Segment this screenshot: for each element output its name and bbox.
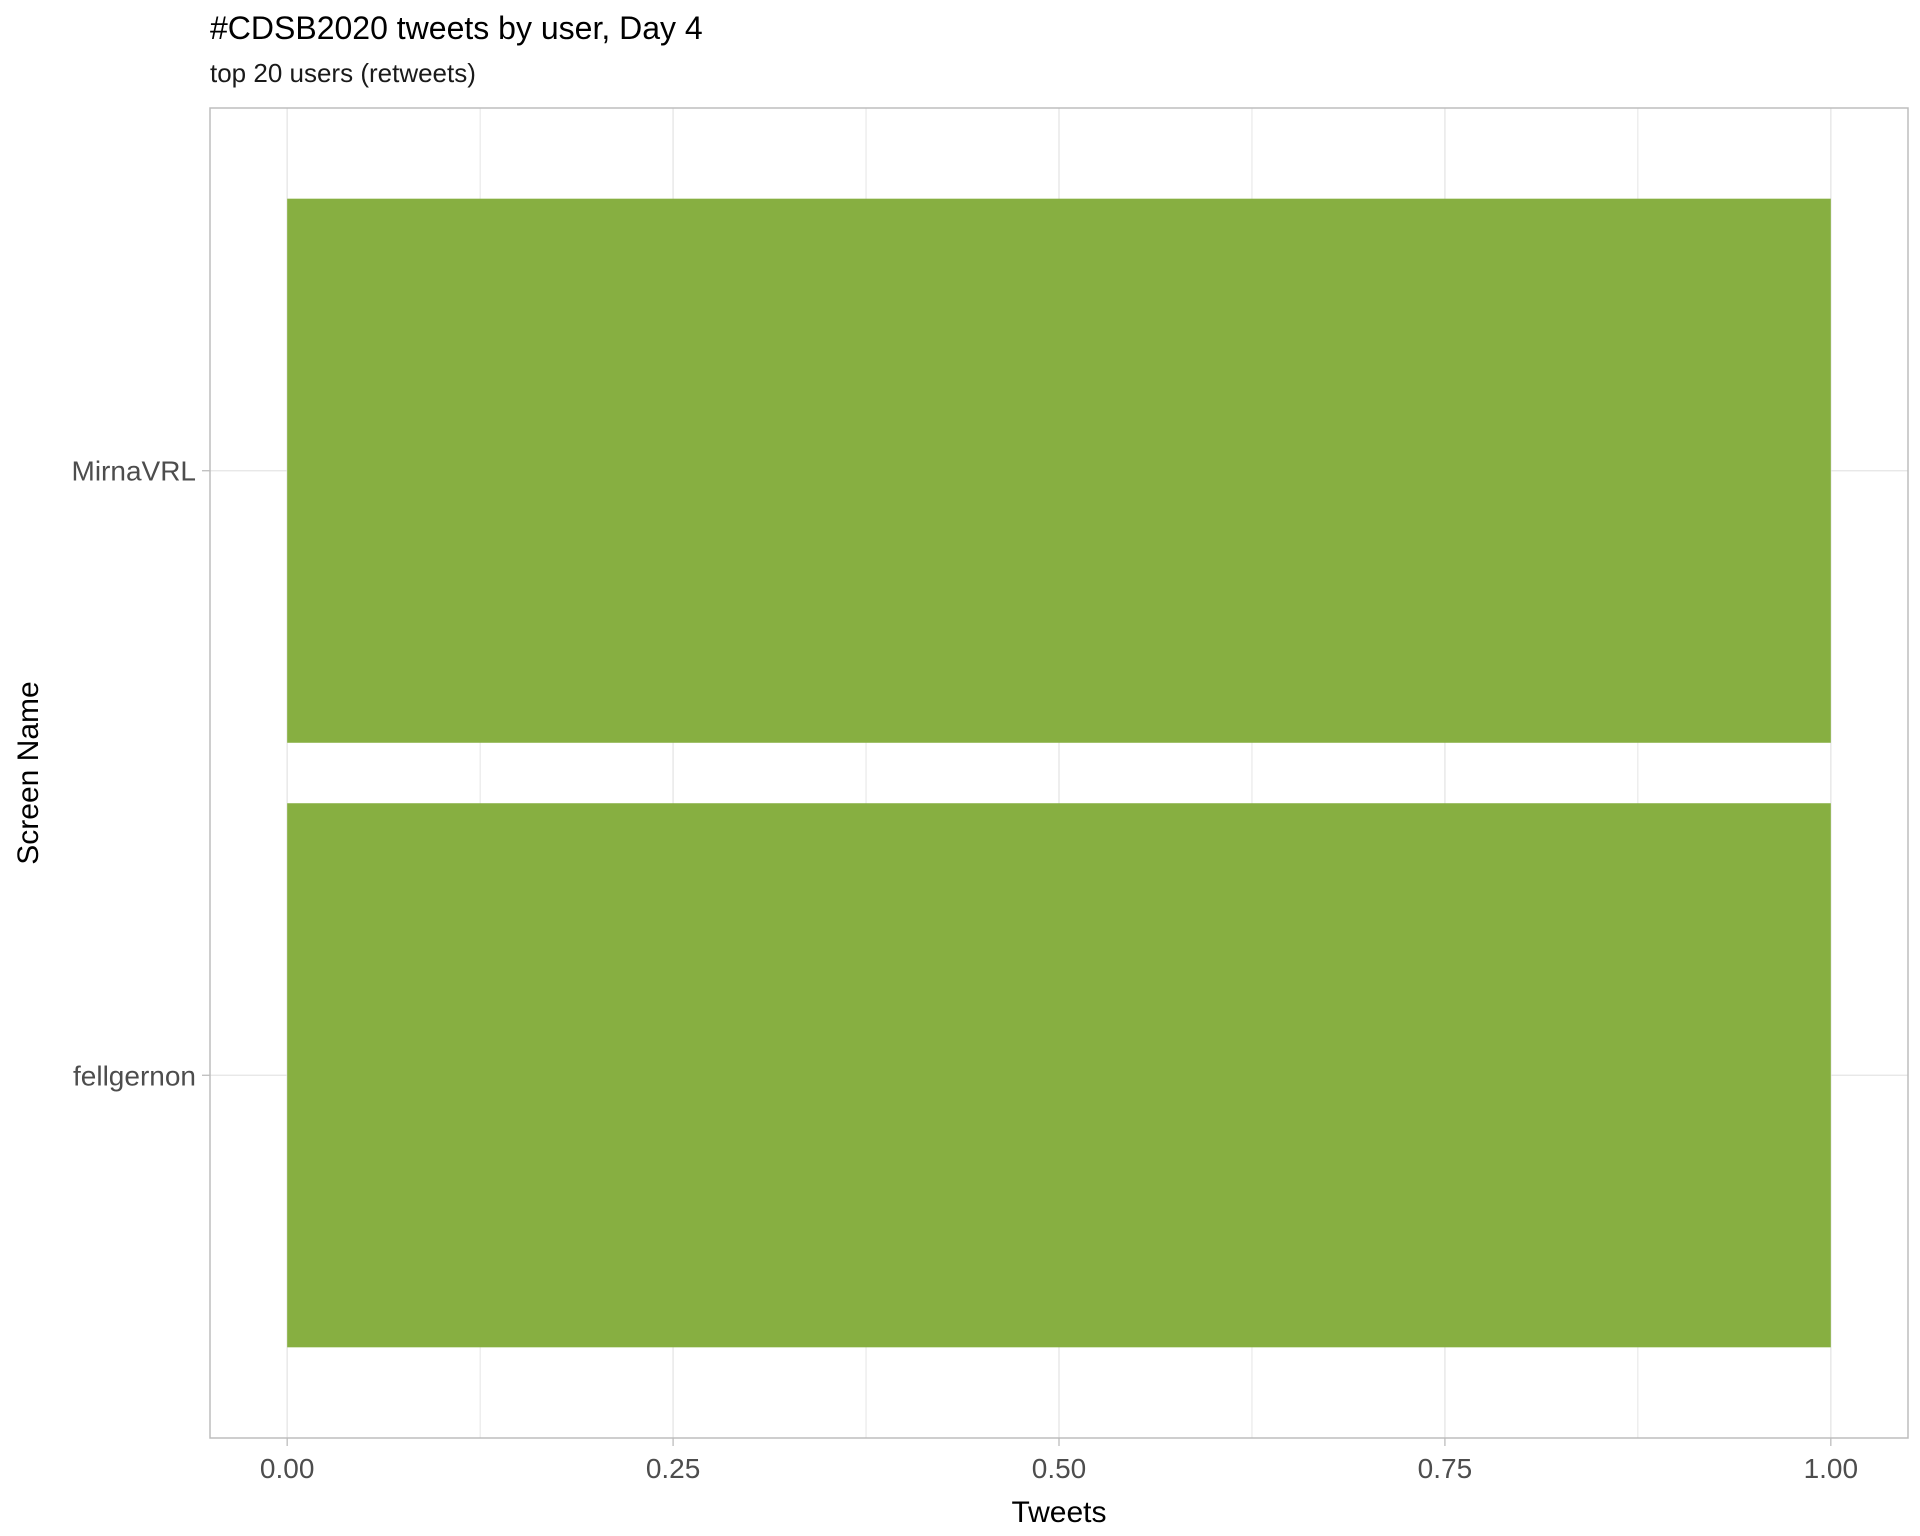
x-axis-title: Tweets bbox=[1011, 1496, 1106, 1529]
bar-fellgernon bbox=[287, 803, 1831, 1348]
x-tick-label: 0.25 bbox=[646, 1453, 701, 1484]
axes: 0.00 0.25 0.50 0.75 1.00 MirnaVRL fellgernon bbox=[72, 456, 1859, 1484]
chart-subtitle: top 20 users (retweets) bbox=[210, 58, 476, 88]
x-tick-label: 1.00 bbox=[1804, 1453, 1859, 1484]
y-axis-title: Screen Name bbox=[12, 681, 45, 864]
x-tick-label: 0.50 bbox=[1032, 1453, 1087, 1484]
y-tick-label: fellgernon bbox=[73, 1060, 196, 1091]
bar-mirnavrl bbox=[287, 198, 1831, 743]
x-tick-label: 0.00 bbox=[260, 1453, 315, 1484]
y-tick-label: MirnaVRL bbox=[72, 456, 196, 487]
bars bbox=[287, 198, 1831, 1348]
chart-title: #CDSB2020 tweets by user, Day 4 bbox=[210, 10, 703, 46]
x-tick-label: 0.75 bbox=[1418, 1453, 1473, 1484]
